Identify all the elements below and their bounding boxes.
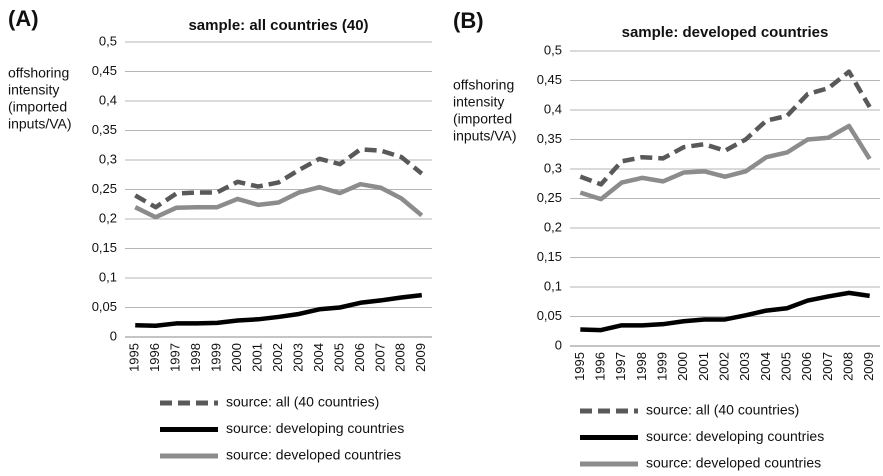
x-tick-label: 2005 [778,352,793,381]
y-axis-label: intensity [8,82,59,98]
x-tick-label: 1998 [188,343,203,372]
x-tick-label: 2001 [696,352,711,381]
legend-label: source: developed countries [646,455,821,471]
y-axis-label: (imported [8,99,67,115]
legend-label: source: developing countries [226,420,404,436]
y-tick-label: 0,05 [92,299,117,314]
series-line [579,123,872,202]
y-tick-label: 0,3 [99,151,117,166]
x-tick-label: 1997 [168,343,183,372]
y-tick-label: 0,35 [537,131,562,146]
x-tick-label: 2006 [799,352,814,381]
y-tick-label: 0,2 [544,219,562,234]
series-line [580,290,870,333]
x-tick-label: 2009 [861,352,876,381]
y-tick-label: 0,35 [92,122,117,137]
chart-title: sample: all countries (40) [188,17,368,34]
x-tick-label: 2008 [393,343,408,372]
y-tick-label: 0,4 [544,101,562,116]
y-tick-label: 0,5 [544,42,562,57]
y-tick-label: 0 [555,337,562,352]
y-tick-label: 0,15 [92,240,117,255]
y-axis-label: inputs/VA) [8,116,72,132]
x-tick-label: 1997 [613,352,628,381]
y-tick-label: 0,45 [537,72,562,87]
x-tick-label: 2002 [716,352,731,381]
x-tick-label: 1995 [572,352,587,381]
x-tick-label: 2005 [331,343,346,372]
x-tick-label: 2000 [229,343,244,372]
chart-title: sample: developed countries [622,24,829,41]
y-tick-label: 0,25 [92,181,117,196]
x-tick-label: 1996 [592,352,607,381]
y-axis-label: (imported [453,111,512,127]
y-tick-label: 0,15 [537,249,562,264]
x-tick-label: 1996 [147,343,162,372]
y-tick-label: 0,05 [537,308,562,323]
panel-label: (A) [8,6,39,31]
x-tick-label: 2006 [352,343,367,372]
series-line [135,292,423,329]
y-axis-label: offshoring [453,77,514,93]
legend-label: source: developing countries [646,428,824,444]
y-axis-label: inputs/VA) [453,128,517,144]
x-tick-label: 2001 [249,343,264,372]
y-tick-label: 0 [110,328,117,343]
y-axis-label: offshoring [8,65,69,81]
y-tick-label: 0,3 [544,160,562,175]
x-tick-label: 2007 [820,352,835,381]
y-tick-label: 0,1 [544,278,562,293]
series-line [134,147,424,210]
x-tick-label: 2000 [675,352,690,381]
y-tick-label: 0,25 [537,190,562,205]
y-tick-label: 0,45 [92,63,117,78]
legend-label: source: all (40 countries) [226,394,379,410]
x-tick-label: 2004 [311,343,326,372]
series-line [579,69,872,187]
x-tick-label: 2007 [372,343,387,372]
x-tick-label: 2008 [840,352,855,381]
y-axis-label: intensity [453,94,504,110]
x-tick-label: 2003 [737,352,752,381]
y-tick-label: 0,1 [99,269,117,284]
x-tick-label: 1995 [127,343,142,372]
x-tick-label: 2004 [758,352,773,381]
x-tick-label: 1999 [209,343,224,372]
legend-label: source: developed countries [226,447,401,463]
x-tick-label: 2009 [413,343,428,372]
x-tick-label: 2003 [290,343,305,372]
legend-label: source: all (40 countries) [646,402,799,418]
series-line [134,181,424,220]
y-tick-label: 0,2 [99,210,117,225]
x-tick-label: 1998 [634,352,649,381]
x-tick-label: 1999 [654,352,669,381]
y-tick-label: 0,4 [99,92,117,107]
x-tick-label: 2002 [270,343,285,372]
panel-label: (B) [453,8,484,33]
y-tick-label: 0,5 [99,33,117,48]
